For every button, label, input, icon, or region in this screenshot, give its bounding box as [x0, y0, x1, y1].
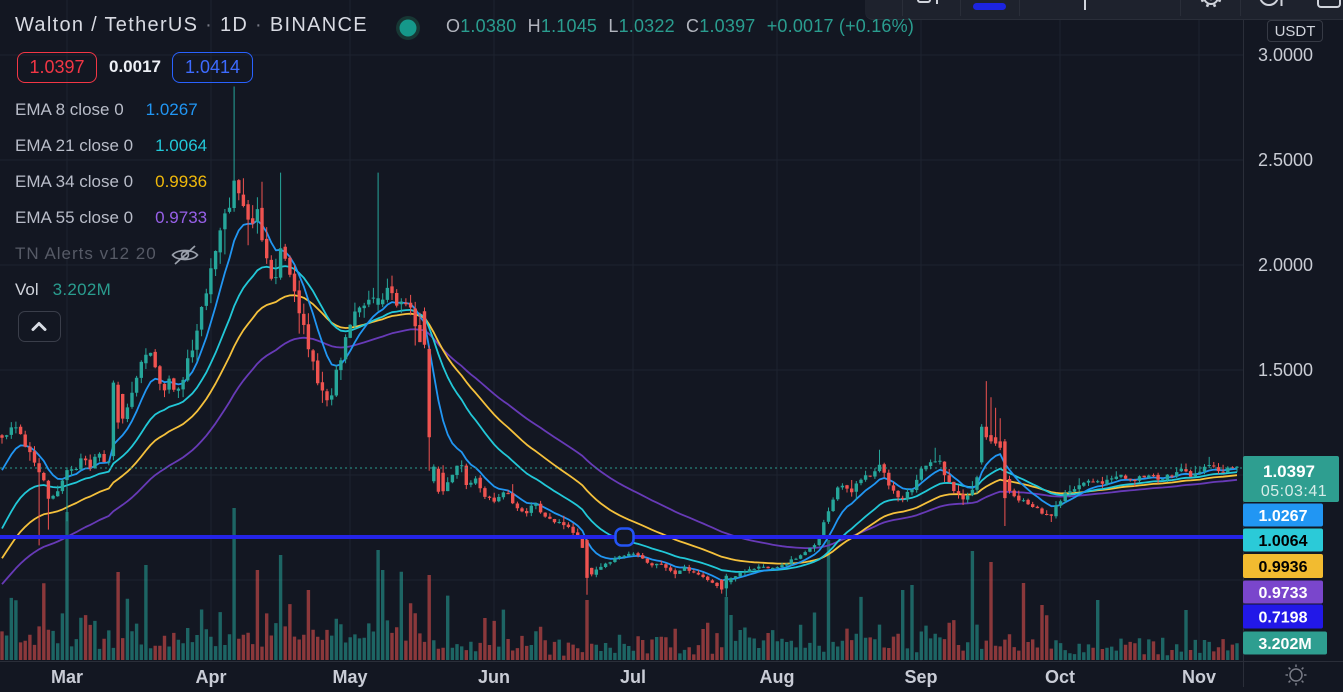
- svg-text:Sep: Sep: [904, 667, 937, 687]
- svg-text:1.0267: 1.0267: [1259, 508, 1308, 525]
- svg-text:1.0397: 1.0397: [1263, 462, 1315, 481]
- svg-text:2.5000: 2.5000: [1258, 150, 1313, 170]
- svg-text:Nov: Nov: [1182, 667, 1216, 687]
- svg-text:3.202M: 3.202M: [1258, 636, 1311, 653]
- svg-text:Jun: Jun: [478, 667, 510, 687]
- svg-text:Oct: Oct: [1045, 667, 1075, 687]
- svg-text:Apr: Apr: [196, 667, 227, 687]
- svg-text:Aug: Aug: [760, 667, 795, 687]
- svg-text:0.9733: 0.9733: [1259, 585, 1308, 602]
- svg-text:0.9936: 0.9936: [1259, 559, 1308, 576]
- svg-text:2.0000: 2.0000: [1258, 255, 1313, 275]
- svg-text:Mar: Mar: [51, 667, 83, 687]
- svg-text:05:03:41: 05:03:41: [1261, 483, 1327, 500]
- svg-text:1.5000: 1.5000: [1258, 360, 1313, 380]
- svg-text:May: May: [332, 667, 367, 687]
- svg-text:3.0000: 3.0000: [1258, 45, 1313, 65]
- svg-text:1.0064: 1.0064: [1259, 533, 1308, 550]
- svg-text:Jul: Jul: [620, 667, 646, 687]
- svg-text:0.7198: 0.7198: [1259, 609, 1308, 626]
